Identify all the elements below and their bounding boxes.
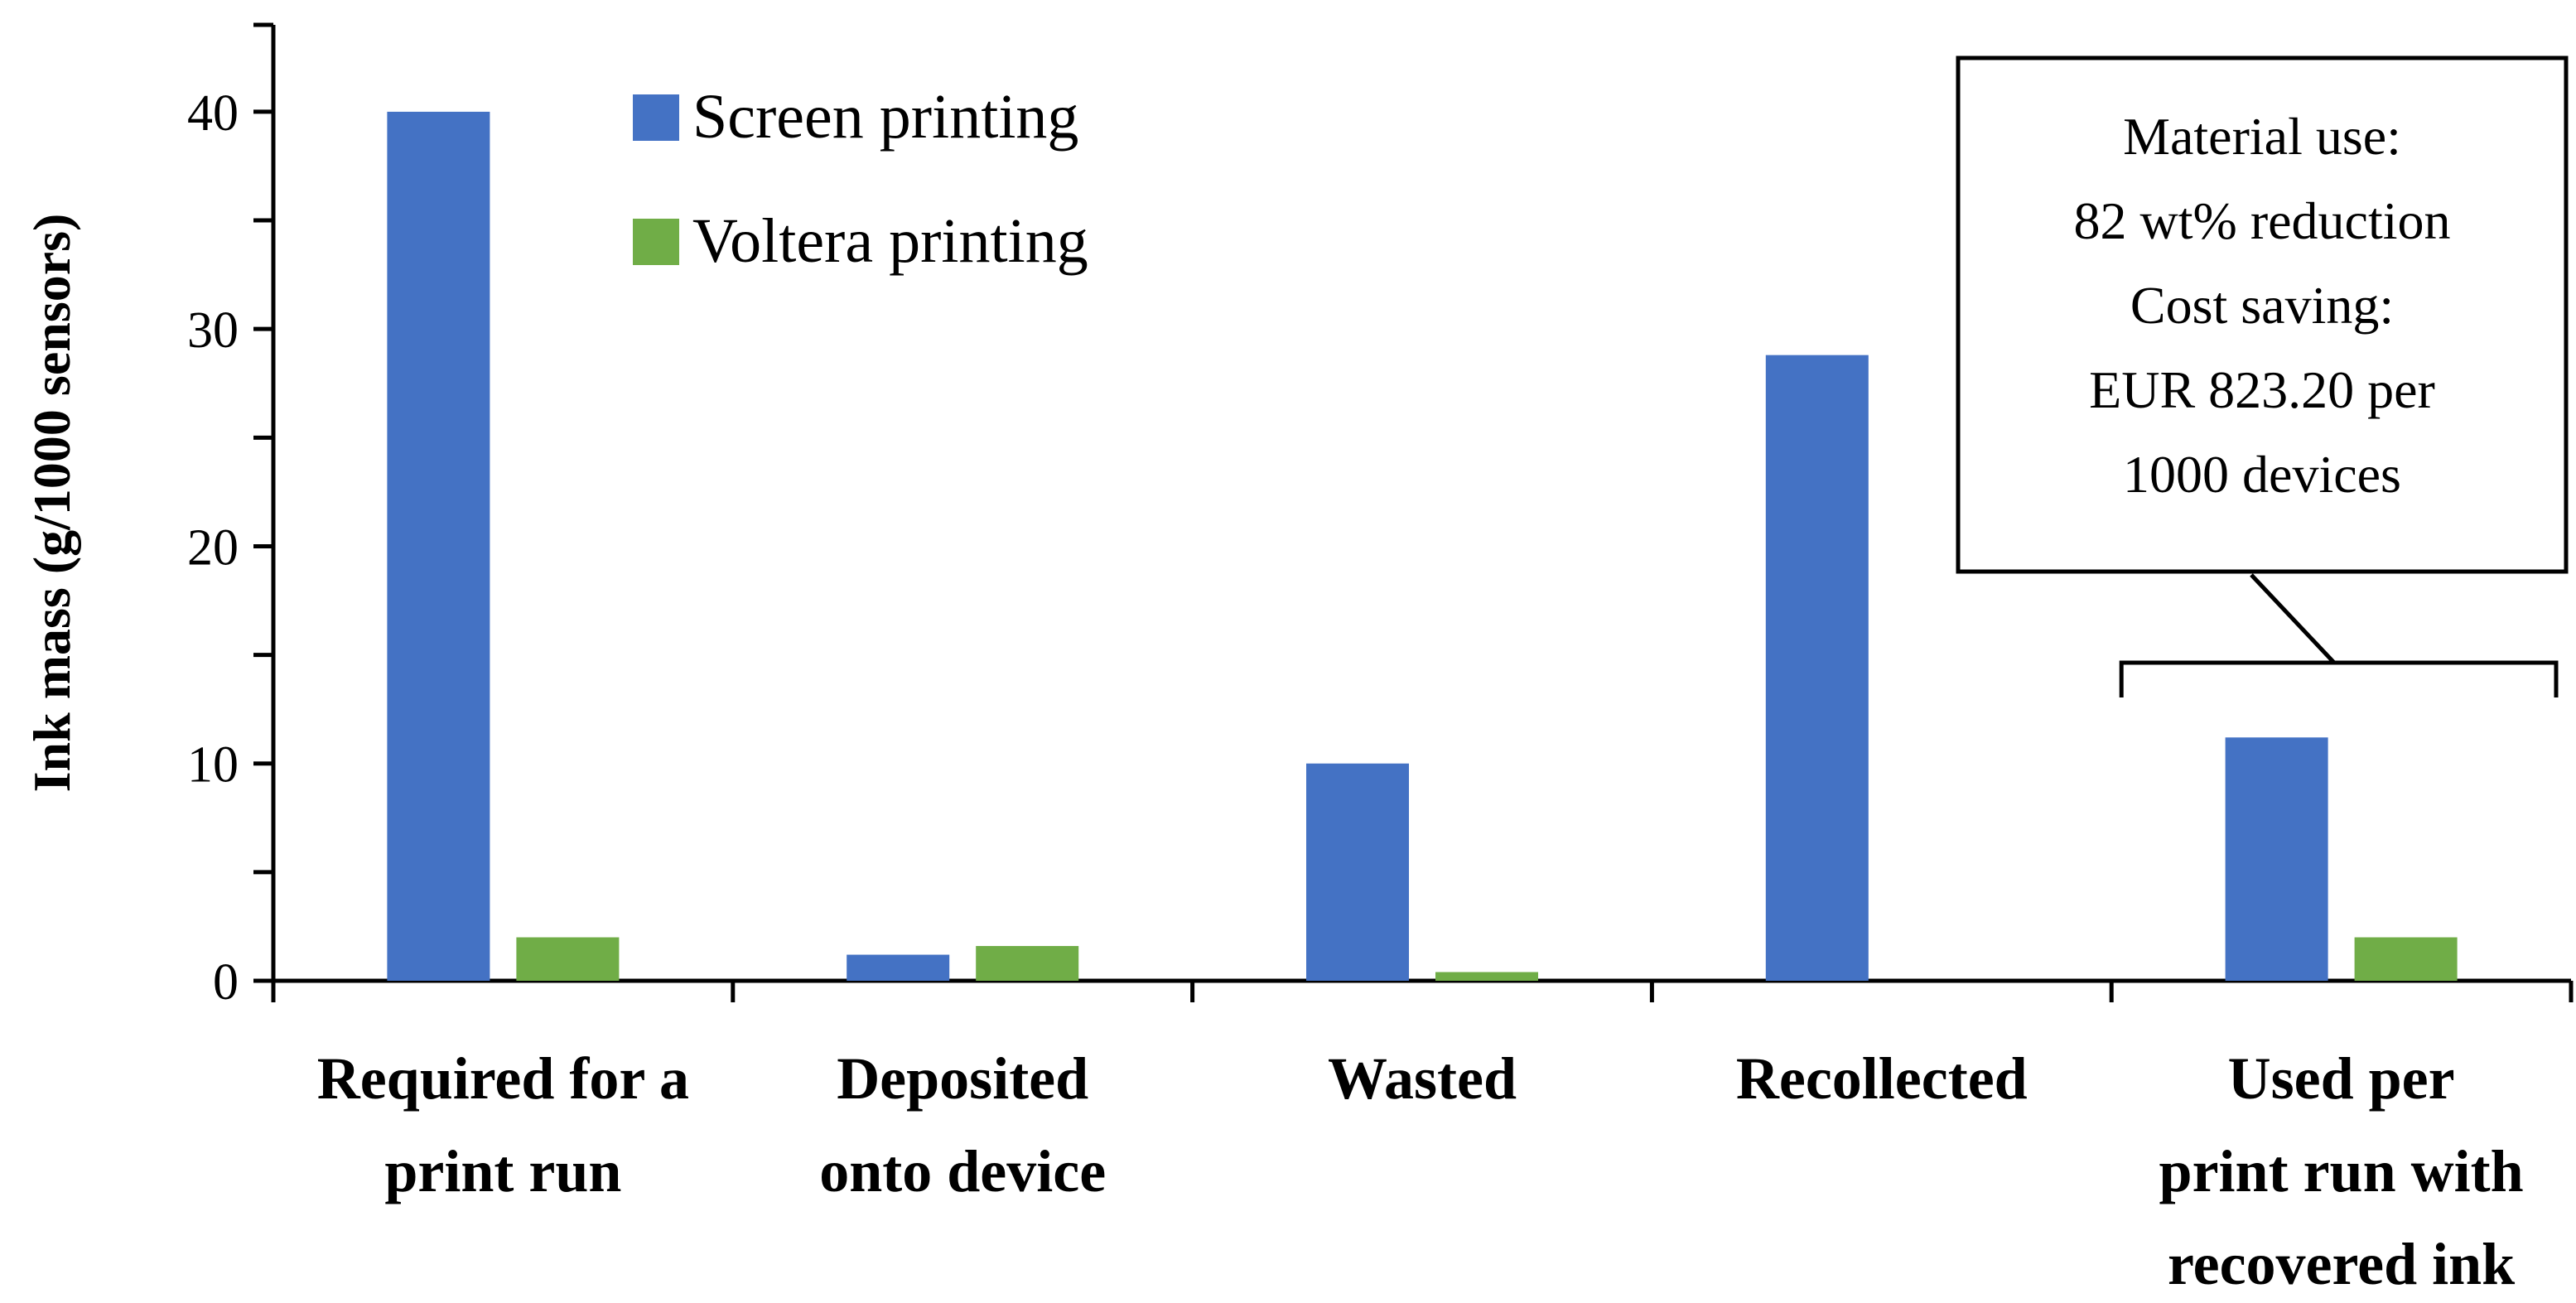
annotation-text-line: Cost saving: bbox=[2130, 276, 2394, 335]
legend-label-screen: Screen printing bbox=[692, 82, 1078, 152]
y-tick-label: 0 bbox=[213, 954, 239, 1011]
bar-screen bbox=[847, 955, 949, 981]
x-category-label: Recollected bbox=[1736, 1045, 2028, 1112]
bar-voltera bbox=[1435, 972, 1538, 981]
bar-screen bbox=[1766, 355, 1869, 981]
x-category-labels: Required for a print run Deposited onto dev… bbox=[317, 1045, 2524, 1297]
bar-screen bbox=[1306, 764, 1409, 981]
y-axis-label: Ink mass (g/1000 sensors) bbox=[22, 214, 81, 793]
annotation-text-line: 82 wt% reduction bbox=[2074, 191, 2451, 250]
bar-voltera bbox=[516, 938, 619, 981]
x-category-label: print run bbox=[384, 1138, 621, 1204]
bar-voltera bbox=[2355, 938, 2458, 981]
annotation-text-line: 1000 devices bbox=[2123, 445, 2401, 504]
y-tick-label: 30 bbox=[187, 302, 239, 359]
x-category-label: Required for a bbox=[317, 1045, 689, 1112]
annotation-bracket bbox=[2121, 663, 2556, 697]
bar-screen bbox=[387, 112, 490, 981]
legend-swatch-screen bbox=[633, 94, 679, 141]
x-category-label: recovered ink bbox=[2168, 1231, 2515, 1297]
legend-label-voltera: Voltera printing bbox=[692, 206, 1088, 276]
bar-screen bbox=[2226, 737, 2328, 981]
x-category-label: Deposited bbox=[837, 1045, 1088, 1112]
annotation-text-line: Material use: bbox=[2123, 107, 2401, 166]
x-category-label: print run with bbox=[2159, 1138, 2524, 1204]
x-category-label: Wasted bbox=[1328, 1045, 1517, 1112]
x-category-label: onto device bbox=[819, 1138, 1106, 1204]
y-tick-label: 40 bbox=[187, 85, 239, 142]
legend-swatch-voltera bbox=[633, 219, 679, 265]
annotation-callout: Material use: 82 wt% reduction Cost saving… bbox=[1958, 58, 2566, 697]
y-tick-label: 10 bbox=[187, 737, 239, 794]
bar-voltera bbox=[976, 946, 1078, 981]
legend: Screen printing Voltera printing bbox=[633, 82, 1088, 276]
annotation-pointer bbox=[2251, 575, 2334, 663]
y-ticks: 0 10 20 30 40 bbox=[187, 25, 273, 1011]
annotation-text-line: EUR 823.20 per bbox=[2089, 360, 2435, 419]
y-tick-label: 20 bbox=[187, 519, 239, 576]
x-category-label: Used per bbox=[2228, 1045, 2455, 1112]
